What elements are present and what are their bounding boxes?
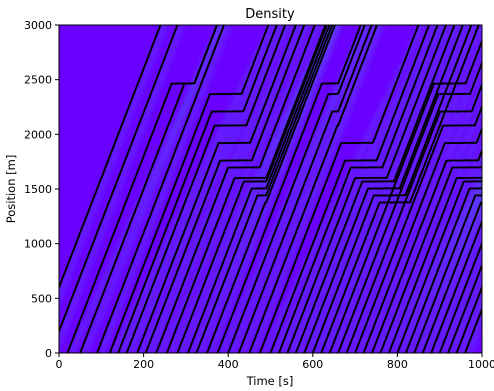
vehicle-trajectory	[421, 199, 482, 353]
y-tick-label: 500	[31, 292, 52, 305]
y-tick-label: 1000	[24, 238, 52, 251]
density-streak	[59, 25, 184, 348]
chart-title: Density	[245, 7, 295, 22]
vehicle-trajectory	[117, 25, 278, 353]
vehicle-trajectory	[311, 25, 473, 353]
x-axis-ticks: 0 200 400 600 800 1000	[56, 353, 494, 371]
vehicle-trajectory	[337, 60, 482, 353]
x-tick-label: 600	[302, 358, 323, 371]
vehicle-trajectory	[59, 25, 179, 334]
density-streak	[441, 248, 482, 353]
density-streak	[433, 226, 482, 353]
density-streak	[450, 270, 482, 353]
x-tick-label: 1000	[468, 358, 494, 371]
density-streak	[219, 25, 367, 353]
y-tick-label: 1500	[24, 183, 52, 196]
density-streak	[467, 314, 482, 353]
vehicle-trajectory	[79, 25, 219, 353]
x-tick-label: 0	[56, 358, 63, 371]
density-streak	[416, 197, 482, 353]
vehicle-trajectory	[413, 192, 482, 353]
density-streak	[82, 25, 223, 353]
density-streak	[230, 25, 371, 353]
vehicle-trajectory	[269, 25, 431, 353]
vehicle-trajectory	[404, 185, 482, 353]
vehicle-trajectory	[362, 125, 482, 353]
x-tick-label: 800	[387, 358, 408, 371]
vehicle-trajectory	[303, 25, 464, 353]
density-streak	[251, 25, 384, 353]
density-streak	[209, 25, 342, 353]
y-tick-label: 0	[45, 347, 52, 360]
vehicle-trajectory	[125, 25, 287, 353]
vehicle-trajectory	[144, 25, 306, 353]
y-axis-ticks: 0 500 1000 1500 2000 2500 3000	[24, 19, 59, 360]
vehicle-trajectory	[248, 25, 379, 353]
density-streak	[147, 25, 311, 353]
vehicle-trajectory	[379, 164, 482, 353]
vehicle-trajectory	[258, 25, 420, 353]
density-streak	[399, 180, 482, 353]
vehicle-trajectory	[320, 25, 480, 353]
vehicle-trajectory	[455, 284, 482, 353]
vehicle-trajectory	[206, 25, 336, 353]
y-tick-label: 3000	[24, 19, 52, 32]
vehicle-trajectory	[328, 38, 482, 353]
vehicle-trajectory	[438, 240, 482, 353]
vehicle-trajectory	[396, 178, 482, 353]
vehicle-trajectory	[136, 25, 297, 353]
x-tick-label: 400	[218, 358, 239, 371]
density-streak	[240, 25, 378, 353]
density-streak	[169, 25, 332, 353]
vehicle-trajectories	[59, 25, 482, 353]
density-streak	[408, 189, 482, 353]
vehicle-trajectory	[165, 25, 327, 353]
vehicle-trajectory	[294, 25, 456, 353]
vehicle-trajectory	[237, 25, 373, 353]
density-streak	[158, 25, 321, 353]
vehicle-trajectory	[187, 25, 331, 353]
vehicle-trajectory	[155, 25, 316, 353]
y-tick-label: 2500	[24, 74, 52, 87]
vehicle-trajectory	[227, 25, 366, 353]
y-axis-label: Position [m]	[4, 155, 18, 224]
vehicle-trajectory	[59, 25, 162, 291]
x-tick-label: 200	[133, 358, 154, 371]
vehicle-trajectory	[354, 103, 482, 353]
density-streak	[190, 25, 336, 353]
y-tick-label: 2000	[24, 128, 52, 141]
density-streak	[458, 292, 482, 353]
vehicle-trajectory	[387, 175, 482, 353]
plot-area	[59, 25, 482, 353]
vehicle-trajectory	[430, 219, 482, 353]
vehicle-trajectory	[108, 25, 270, 353]
vehicle-trajectory	[447, 262, 482, 353]
vehicle-trajectory	[216, 25, 362, 353]
vehicle-trajectory	[286, 25, 448, 353]
vehicle-trajectory	[371, 147, 482, 353]
density-streak	[99, 25, 231, 353]
vehicle-trajectory	[464, 306, 482, 353]
vehicle-trajectory	[96, 25, 226, 353]
vehicle-trajectory	[176, 25, 328, 353]
vehicle-trajectory	[278, 25, 439, 353]
density-streak	[424, 206, 482, 353]
x-axis-label: Time [s]	[246, 374, 294, 388]
vehicle-trajectory	[345, 82, 482, 353]
vehicle-trajectory	[195, 25, 334, 353]
